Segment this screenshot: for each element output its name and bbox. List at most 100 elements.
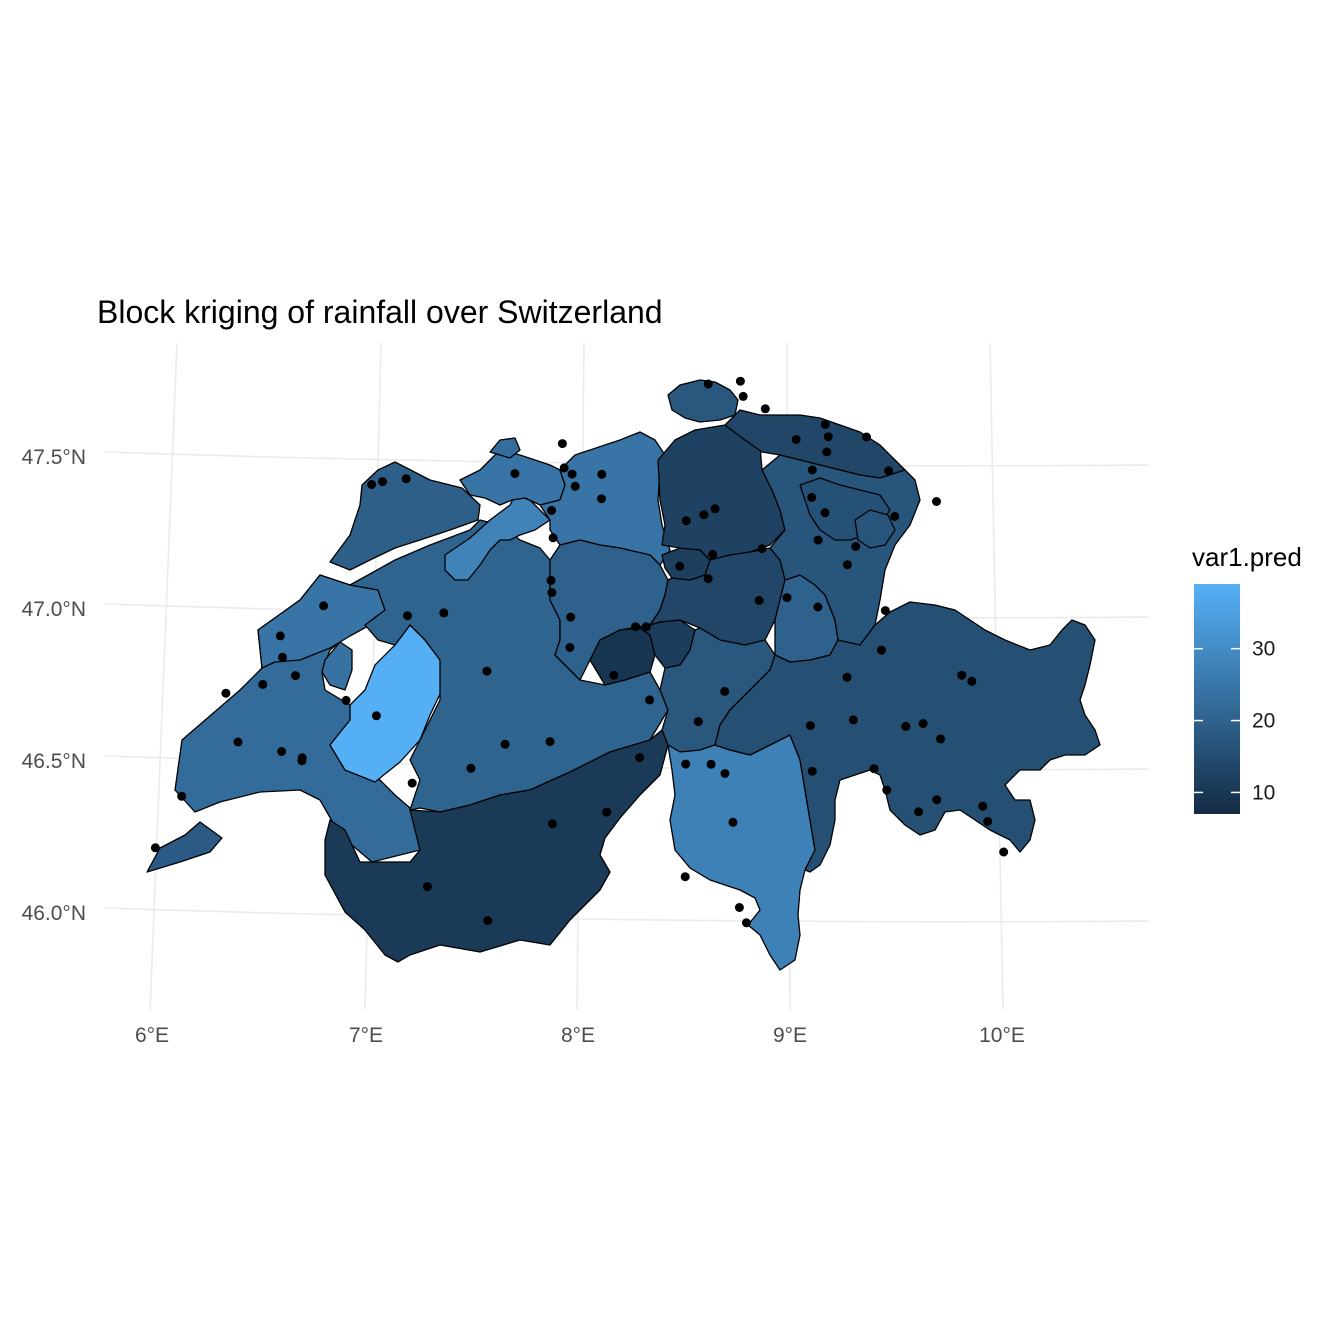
station-point: [278, 652, 287, 662]
station-point: [275, 631, 285, 641]
grid-lon-6: [149, 342, 178, 1011]
station-point: [367, 480, 377, 489]
station-point: [547, 588, 557, 598]
station-point: [918, 719, 928, 728]
station-point: [439, 608, 449, 618]
station-point: [807, 766, 817, 776]
station-point: [483, 916, 493, 926]
station-point: [822, 447, 832, 457]
station-point: [466, 763, 476, 773]
region-ticino: [667, 734, 816, 971]
station-point: [635, 753, 645, 763]
region-appenzell-innerrhoden: [854, 509, 896, 549]
station-point: [401, 474, 411, 484]
station-point: [567, 469, 577, 479]
x-tick-label: 10°E: [979, 1024, 1025, 1047]
station-point: [848, 715, 858, 725]
station-point: [482, 666, 492, 676]
station-point: [693, 717, 703, 727]
station-point: [546, 575, 556, 585]
station-point: [547, 505, 557, 515]
station-point: [807, 465, 817, 475]
y-tick-label: 46.5°N: [22, 750, 86, 773]
station-point: [957, 670, 967, 680]
station-point: [754, 595, 764, 605]
station-point: [782, 593, 792, 603]
canton-regions: [146, 379, 1101, 971]
station-point: [597, 494, 606, 504]
station-point: [805, 721, 815, 731]
station-point: [851, 542, 861, 551]
station-point: [703, 379, 713, 389]
region-basel-stadt: [489, 437, 521, 459]
region-jura: [329, 461, 481, 571]
station-point: [559, 463, 569, 473]
station-point: [728, 817, 738, 827]
station-point: [609, 670, 619, 680]
region-vaud-enclave: [321, 641, 353, 691]
x-tick-label: 7°E: [349, 1024, 383, 1047]
legend-tick-label: 10: [1252, 781, 1275, 804]
station-point: [681, 759, 691, 769]
legend-title: var1.pred: [1192, 542, 1302, 572]
y-tick-label: 47.5°N: [22, 446, 86, 469]
y-axis: 47.5°N 47.0°N 46.5°N 46.0°N: [22, 446, 86, 925]
station-point: [720, 686, 730, 696]
grid-lat-46.0: [104, 907, 1151, 923]
y-tick-label: 47.0°N: [22, 598, 86, 621]
station-point: [703, 574, 713, 584]
x-tick-label: 6°E: [135, 1024, 169, 1047]
station-point: [675, 561, 685, 571]
region-basel-landschaft: [459, 449, 566, 506]
station-point: [820, 508, 830, 518]
x-tick-label: 8°E: [561, 1024, 595, 1047]
region-geneve: [146, 821, 223, 873]
station-point: [843, 560, 852, 570]
station-point: [570, 481, 580, 491]
station-point: [177, 791, 187, 801]
station-point: [566, 612, 576, 622]
station-point: [341, 695, 351, 705]
station-point: [297, 753, 307, 763]
station-points: [150, 376, 1009, 928]
station-point: [862, 432, 871, 442]
station-point: [720, 769, 730, 778]
station-point: [884, 466, 894, 476]
station-point: [548, 533, 558, 543]
legend: var1.pred 30 20 10: [1192, 542, 1302, 814]
station-point: [932, 497, 941, 506]
legend-tick-label: 30: [1252, 638, 1275, 661]
station-point: [877, 645, 886, 655]
station-point: [978, 801, 988, 811]
station-point: [277, 747, 287, 756]
region-schaffhausen: [667, 379, 739, 423]
station-point: [932, 795, 942, 805]
station-point: [882, 785, 892, 795]
chart-title: Block kriging of rainfall over Switzerla…: [97, 294, 663, 330]
station-point: [319, 601, 329, 611]
station-point: [708, 549, 718, 559]
station-point: [500, 739, 510, 749]
station-point: [233, 737, 243, 747]
station-point: [557, 439, 567, 449]
station-point: [510, 469, 520, 479]
x-tick-label: 9°E: [773, 1024, 807, 1047]
station-point: [710, 504, 720, 514]
region-solothurn: [444, 494, 551, 581]
station-point: [378, 477, 387, 487]
station-point: [407, 778, 417, 788]
station-point: [999, 847, 1009, 857]
station-point: [545, 737, 555, 747]
station-point: [735, 376, 745, 386]
station-point: [791, 435, 801, 444]
station-point: [734, 903, 744, 912]
station-point: [641, 622, 651, 632]
region-valais: [324, 729, 669, 963]
station-point: [936, 734, 946, 744]
station-point: [258, 679, 268, 689]
station-point: [983, 816, 993, 826]
station-point: [820, 420, 830, 429]
station-point: [548, 819, 557, 829]
station-point: [597, 469, 607, 479]
